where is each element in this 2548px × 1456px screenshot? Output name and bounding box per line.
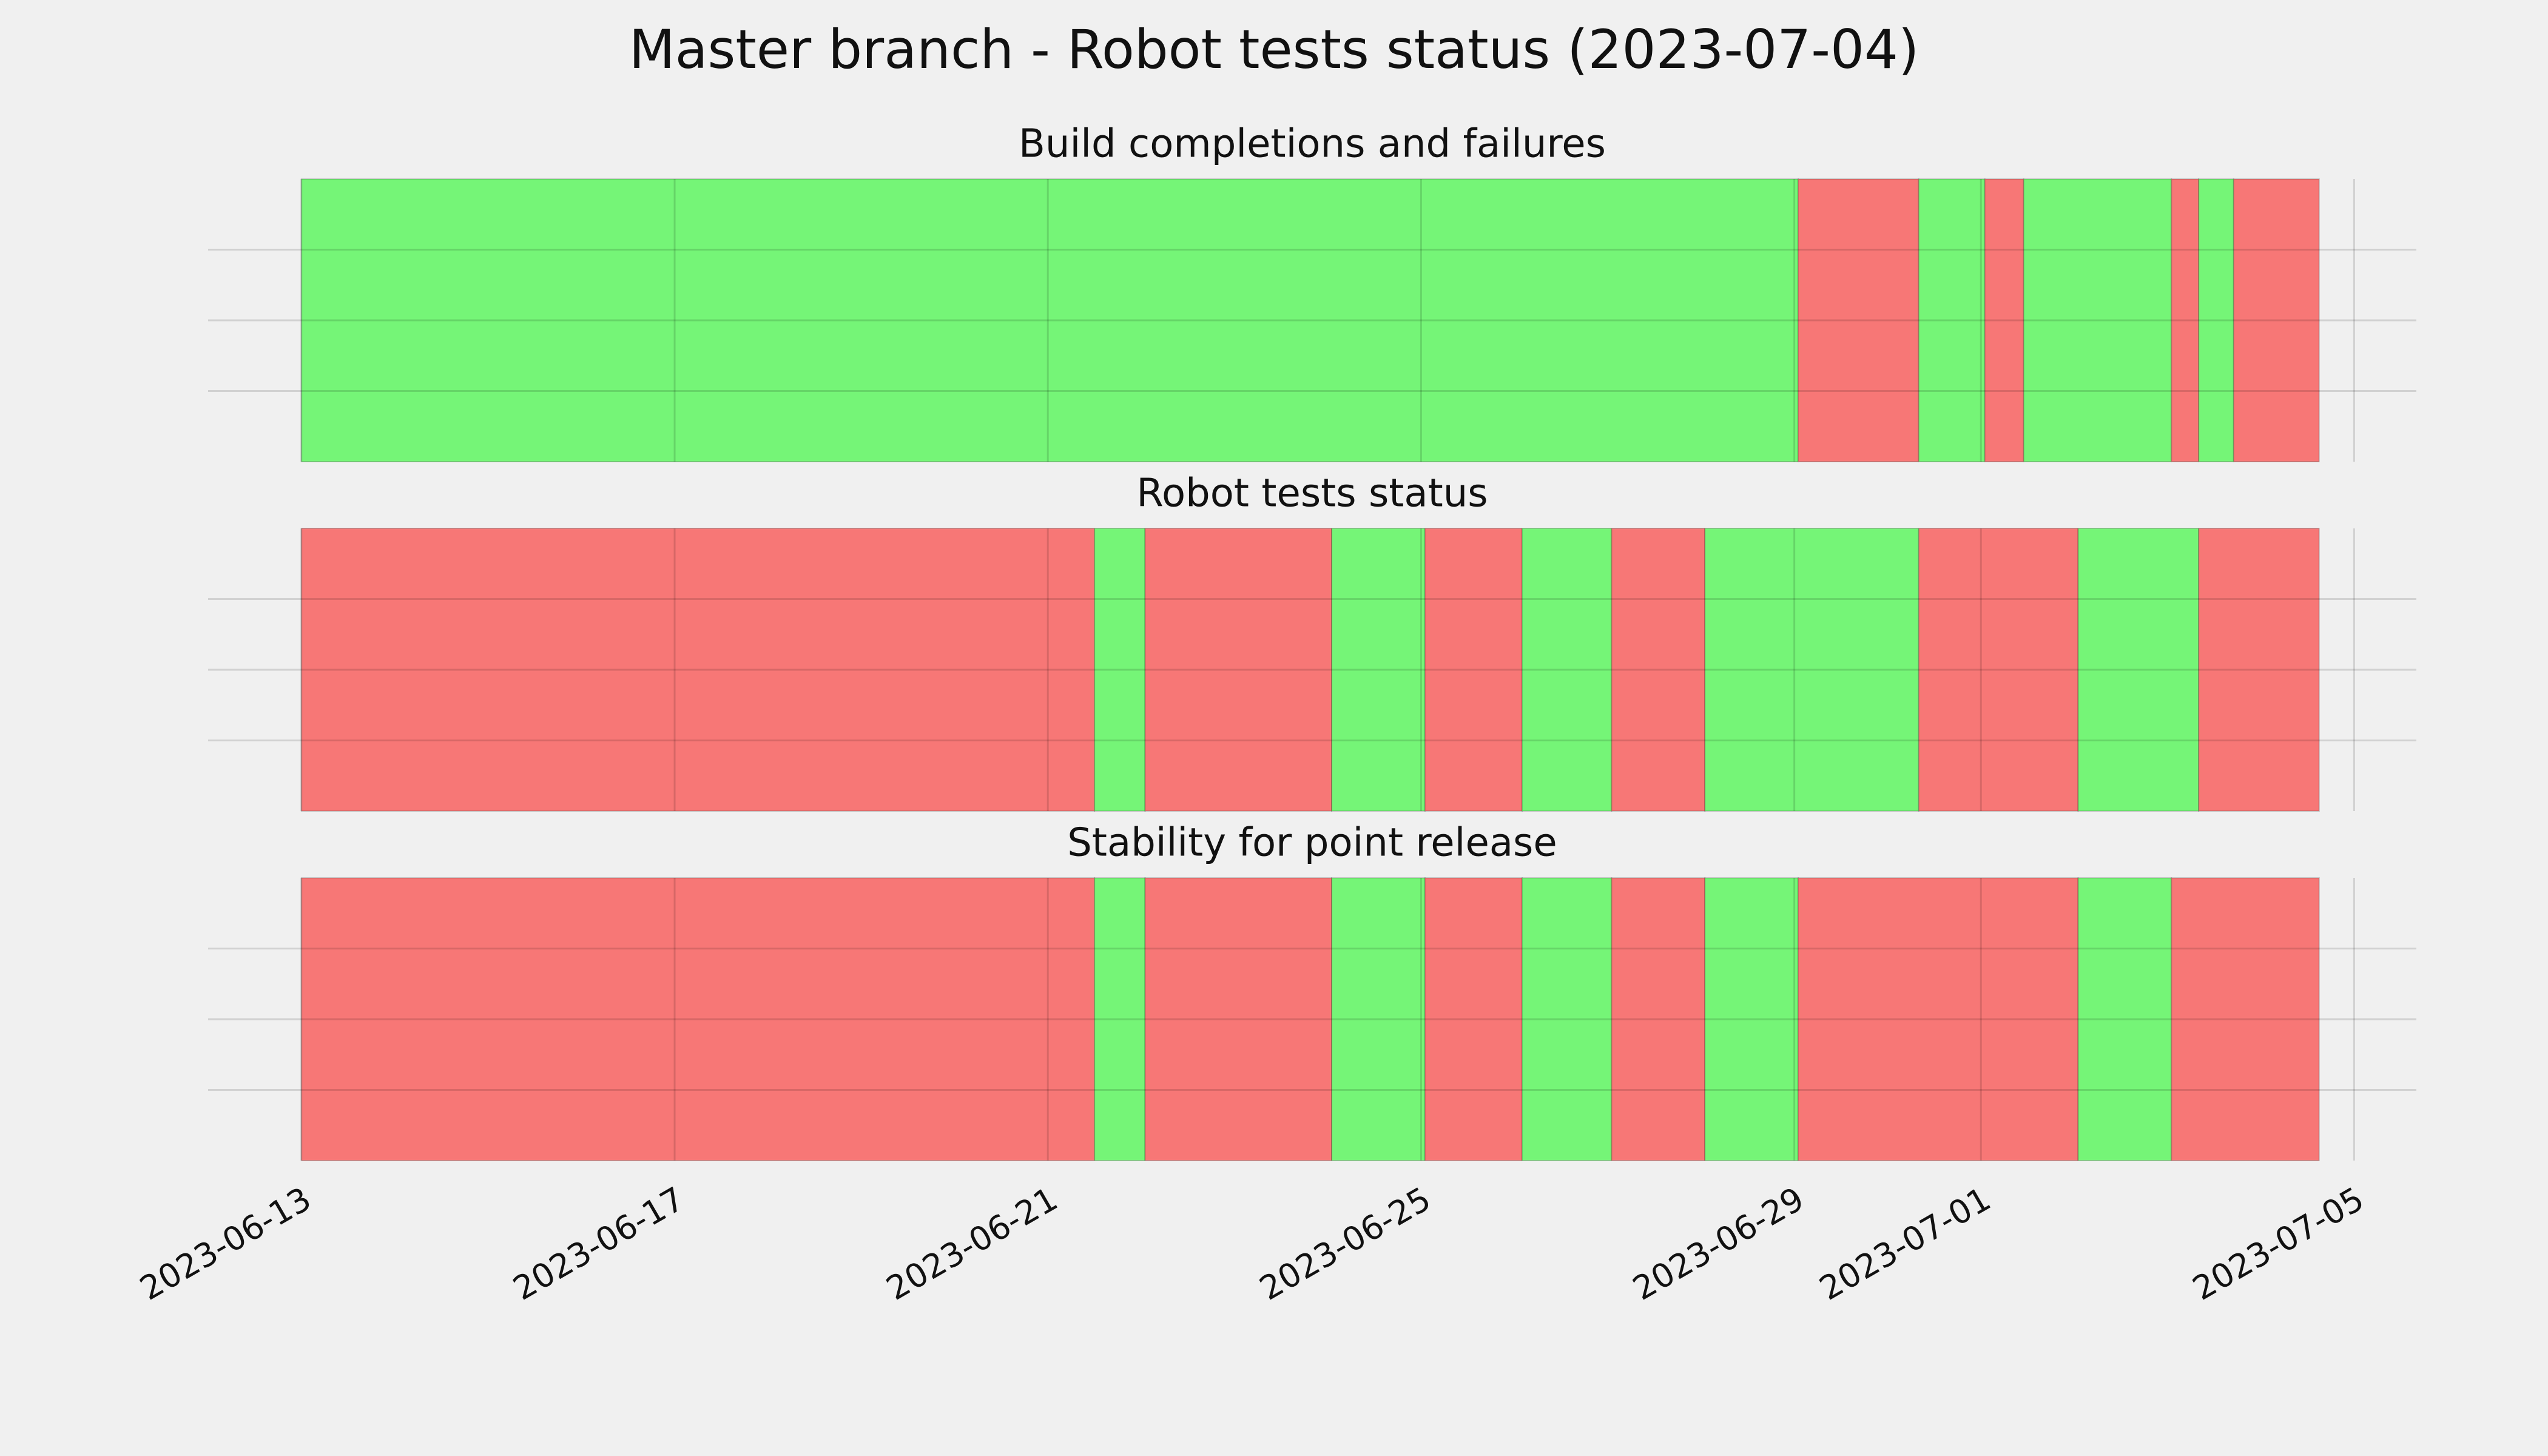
panel-title: Build completions and failures bbox=[1019, 122, 1606, 167]
status-segment bbox=[1522, 528, 1613, 812]
status-segment bbox=[1424, 877, 1523, 1161]
status-segment bbox=[1984, 178, 2024, 462]
status-segment bbox=[1331, 877, 1426, 1161]
status-segment bbox=[1144, 528, 1333, 812]
status-segment bbox=[2023, 178, 2172, 462]
status-segment bbox=[1918, 178, 1986, 462]
panel-title: Stability for point release bbox=[1067, 821, 1557, 866]
status-segment bbox=[2233, 178, 2320, 462]
status-segment bbox=[1144, 877, 1333, 1161]
status-segment bbox=[300, 178, 1799, 462]
status-segment bbox=[1424, 528, 1523, 812]
status-segment bbox=[2171, 178, 2200, 462]
panel-title: Robot tests status bbox=[1136, 471, 1488, 516]
status-segment bbox=[1611, 528, 1706, 812]
status-segment bbox=[300, 877, 1096, 1161]
status-segment bbox=[1522, 877, 1613, 1161]
status-segment bbox=[1704, 528, 1919, 812]
status-segment bbox=[1611, 877, 1706, 1161]
status-segment bbox=[1798, 178, 1919, 462]
status-segment bbox=[2077, 528, 2200, 812]
chart-title: Master branch - Robot tests status (2023… bbox=[629, 18, 1919, 81]
status-segment bbox=[1918, 528, 2079, 812]
status-segment bbox=[2198, 528, 2320, 812]
status-segment bbox=[300, 528, 1096, 812]
status-segment bbox=[1331, 528, 1426, 812]
status-segment bbox=[1094, 877, 1146, 1161]
status-segment bbox=[1094, 528, 1146, 812]
status-segment bbox=[2171, 877, 2320, 1161]
status-segment bbox=[1704, 877, 1799, 1161]
